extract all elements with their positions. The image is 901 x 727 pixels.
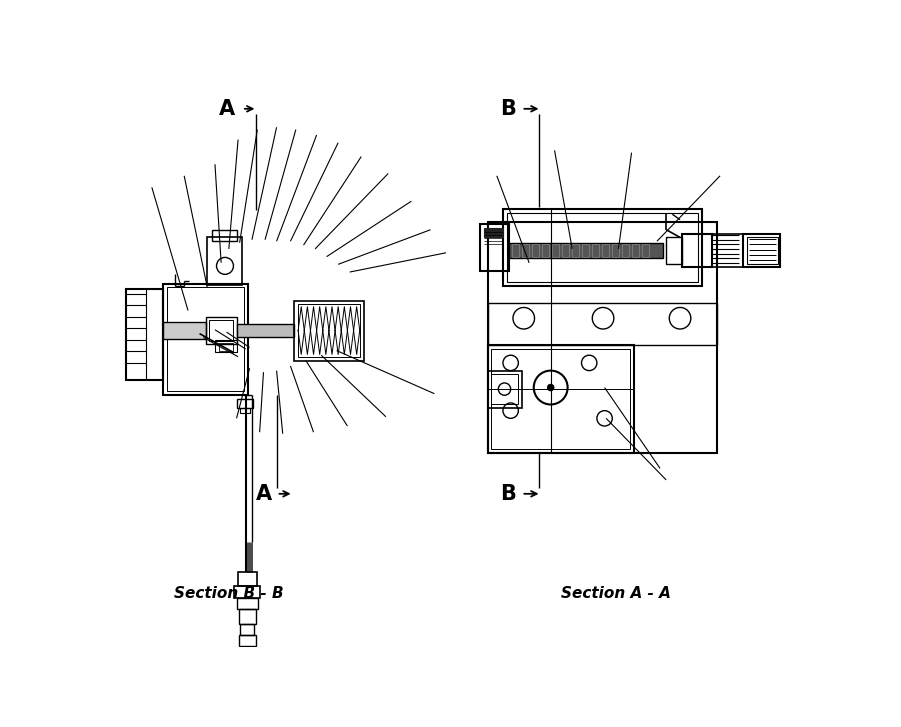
Bar bbox=[713, 233, 743, 268]
Text: Section A - A: Section A - A bbox=[561, 587, 671, 601]
Bar bbox=[487, 303, 717, 345]
Bar bbox=[241, 624, 254, 635]
Bar bbox=[163, 284, 248, 395]
Bar bbox=[480, 225, 509, 270]
Bar bbox=[238, 572, 257, 586]
Bar bbox=[503, 209, 702, 286]
Bar bbox=[572, 244, 579, 257]
Bar bbox=[219, 343, 232, 350]
Bar bbox=[562, 244, 569, 257]
Bar bbox=[205, 317, 237, 344]
Bar bbox=[633, 244, 639, 257]
Bar bbox=[506, 213, 697, 282]
Bar bbox=[240, 409, 250, 413]
Bar bbox=[592, 244, 599, 257]
Bar bbox=[215, 340, 237, 352]
Bar bbox=[542, 244, 549, 257]
Bar bbox=[666, 236, 681, 265]
Bar bbox=[487, 222, 717, 453]
Bar bbox=[613, 244, 619, 257]
Text: A: A bbox=[218, 99, 234, 119]
Bar bbox=[582, 244, 589, 257]
Bar bbox=[623, 244, 629, 257]
Bar bbox=[168, 287, 244, 391]
Bar bbox=[523, 244, 529, 257]
Bar bbox=[681, 233, 713, 268]
Text: B: B bbox=[500, 99, 516, 119]
Bar bbox=[163, 322, 205, 339]
Bar bbox=[298, 305, 359, 357]
Bar bbox=[552, 244, 560, 257]
Bar bbox=[487, 371, 523, 408]
Bar bbox=[602, 244, 609, 257]
Bar bbox=[487, 345, 634, 453]
Bar bbox=[295, 300, 364, 361]
Bar bbox=[642, 244, 650, 257]
Bar bbox=[126, 289, 163, 379]
Bar bbox=[234, 586, 260, 598]
Bar bbox=[532, 244, 539, 257]
Bar bbox=[207, 238, 242, 285]
Bar bbox=[239, 635, 256, 646]
Bar bbox=[212, 230, 237, 241]
Circle shape bbox=[548, 385, 554, 390]
Text: A: A bbox=[255, 483, 271, 504]
Text: B: B bbox=[500, 483, 516, 504]
Bar bbox=[509, 243, 663, 258]
Bar bbox=[512, 244, 519, 257]
Bar bbox=[209, 320, 233, 340]
Bar bbox=[743, 233, 780, 268]
Bar bbox=[747, 236, 778, 265]
Bar bbox=[237, 598, 258, 608]
Bar bbox=[491, 374, 518, 403]
Bar bbox=[237, 324, 295, 337]
Text: Section B - B: Section B - B bbox=[174, 587, 284, 601]
Bar bbox=[237, 399, 253, 409]
Bar bbox=[491, 349, 630, 449]
Bar bbox=[484, 228, 503, 238]
Bar bbox=[239, 608, 256, 624]
